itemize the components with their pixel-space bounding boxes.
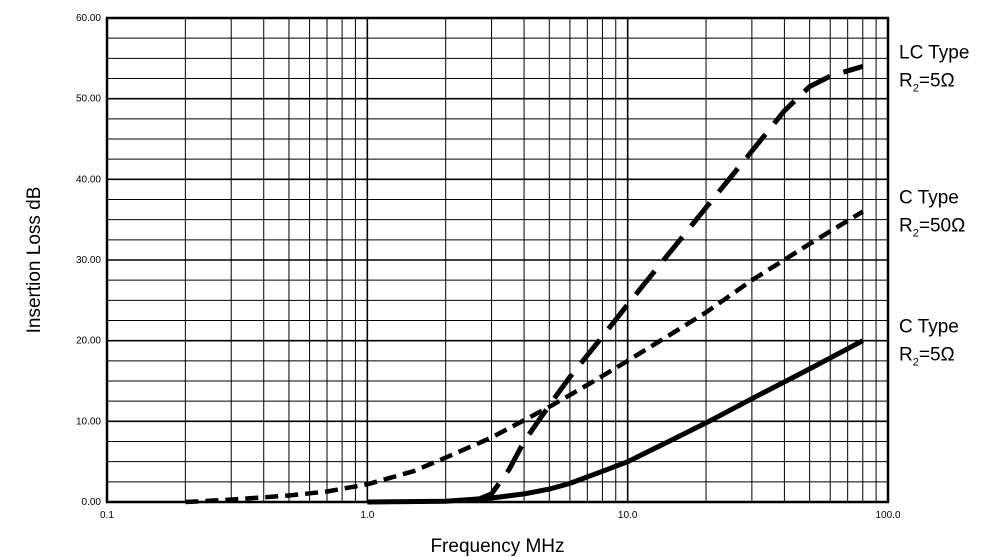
- y-tick-label: 60.00: [76, 13, 101, 24]
- y-tick-label: 30.00: [76, 255, 101, 266]
- x-tick-label: 100.0: [875, 510, 900, 521]
- x-axis-label: Frequency MHz: [430, 536, 564, 557]
- y-tick-label: 10.00: [76, 416, 101, 427]
- y-tick-label: 40.00: [76, 174, 101, 185]
- x-tick-label: 10.0: [618, 510, 638, 521]
- y-tick-label: 20.00: [76, 336, 101, 347]
- series-label-resistance: R2=50Ω: [899, 216, 965, 240]
- y-axis-label: Insertion Loss dB: [24, 187, 45, 334]
- series-line-c-type-r2-5: [367, 338, 864, 505]
- y-tick-label: 50.00: [76, 94, 101, 105]
- series-labels: LC Type R2=5Ω C Type R2=50Ω C Type R2=5Ω: [899, 42, 969, 368]
- series-label-type: LC Type: [899, 42, 969, 63]
- series-line-lc-type-r2-5: [474, 64, 864, 503]
- x-tick-label: 1.0: [360, 510, 374, 521]
- x-tick-label: 0.1: [100, 510, 114, 521]
- plot-frame: [105, 16, 890, 504]
- series-label-resistance: R2=5Ω: [899, 345, 955, 369]
- series-label-resistance: R2=5Ω: [899, 70, 955, 94]
- series-label-type: C Type: [899, 317, 959, 338]
- series-group: [185, 64, 864, 505]
- grid-lines: [107, 18, 888, 502]
- tick-labels: 0.00 10.00 20.00 30.00 40.00 50.00 60.00 0.1 1.0…: [76, 13, 901, 521]
- series-label-type: C Type: [899, 188, 959, 209]
- series-line-c-type-r2-50: [185, 209, 864, 505]
- y-tick-label: 0.00: [82, 497, 102, 508]
